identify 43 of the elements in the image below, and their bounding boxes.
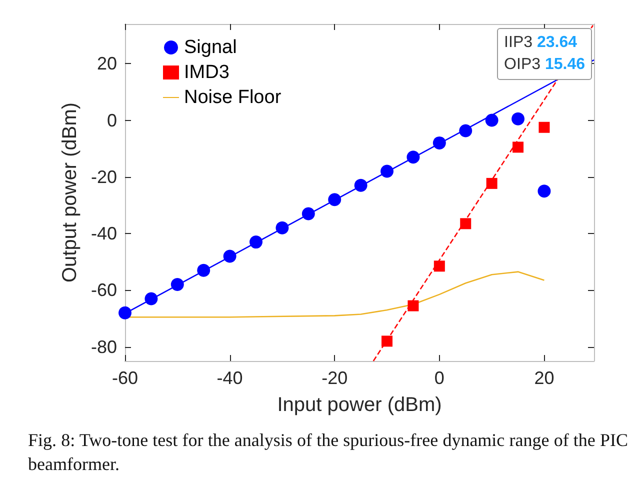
x-tick-label: 20 <box>534 368 554 388</box>
point <box>380 164 394 178</box>
point <box>276 221 289 234</box>
point <box>328 193 342 206</box>
y-tick-label: -40 <box>90 224 117 244</box>
point <box>434 260 445 272</box>
point <box>459 124 472 138</box>
y-tick-label: -60 <box>90 280 117 300</box>
legend-label: IMD3 <box>184 62 230 83</box>
point <box>512 112 525 126</box>
x-tick-label: -60 <box>112 368 138 388</box>
point <box>406 150 420 164</box>
point <box>460 218 472 230</box>
x-tick-label: -20 <box>322 368 348 388</box>
y-axis-title: Output power (dBm) <box>59 102 82 283</box>
point <box>197 264 210 277</box>
x-axis-title: Input power (dBm) <box>277 394 442 416</box>
x-tick-label: 0 <box>434 368 444 388</box>
point <box>144 292 158 306</box>
point <box>118 306 132 320</box>
point <box>302 207 315 220</box>
point <box>170 278 184 292</box>
point <box>512 142 524 153</box>
legend-label: Noise Floor <box>184 87 282 108</box>
point <box>354 178 368 192</box>
point <box>432 136 446 150</box>
point <box>408 300 419 312</box>
point <box>223 250 236 263</box>
y-tick-label: -80 <box>90 336 117 357</box>
annotation: OIP3 15.46 <box>504 56 585 73</box>
point <box>538 122 550 133</box>
point <box>485 114 498 127</box>
point <box>250 236 263 249</box>
point <box>382 336 393 347</box>
point <box>486 178 498 189</box>
y-tick-label: -20 <box>90 166 117 187</box>
point <box>538 184 551 198</box>
caption: Fig. 8: Two-tone test for the analysis of the spurious-free dynamic range of the PIC beamformer. <box>28 429 628 476</box>
annotation: IIP3 23.64 <box>504 34 577 51</box>
y-tick-label: 0 <box>106 110 117 130</box>
legend-label: Signal <box>184 37 237 58</box>
y-tick-label: 20 <box>96 54 117 74</box>
x-tick-label: -40 <box>216 368 243 388</box>
